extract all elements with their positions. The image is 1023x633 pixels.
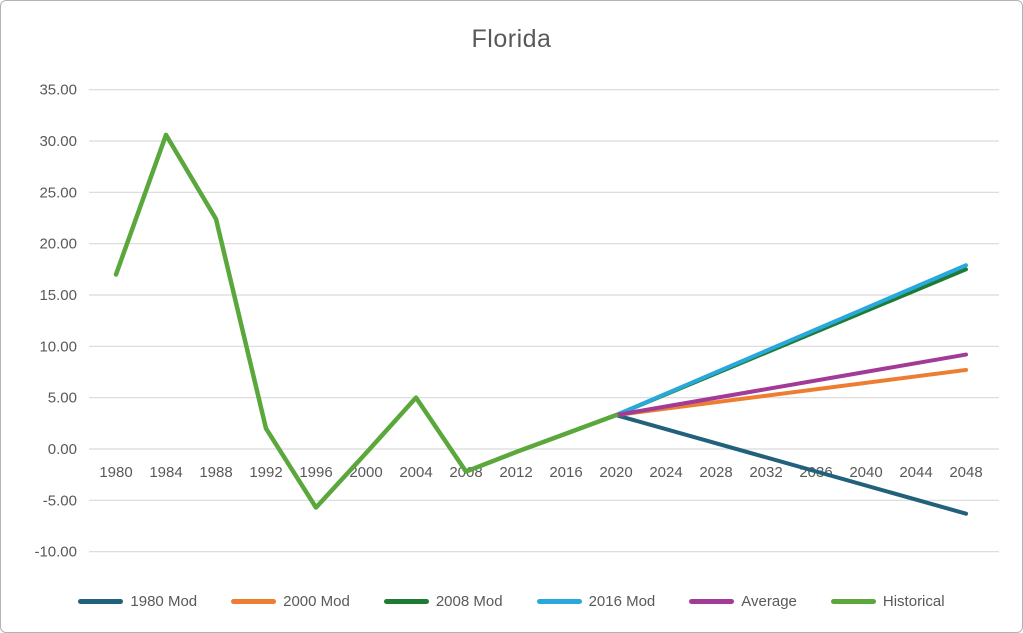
x-tick-label: 2012 bbox=[499, 464, 532, 481]
x-tick-label: 2016 bbox=[549, 464, 582, 481]
legend-label: 2008 Mod bbox=[435, 593, 503, 610]
legend-swatch-icon bbox=[689, 599, 735, 604]
legend-label: 1980 Mod bbox=[130, 593, 198, 610]
x-tick-label: 2040 bbox=[849, 464, 882, 481]
x-tick-label: 2032 bbox=[749, 464, 782, 481]
legend-swatch-icon bbox=[78, 599, 124, 604]
x-tick-label: 1996 bbox=[299, 464, 332, 481]
legend-item-1980-mod[interactable]: 1980 Mod bbox=[78, 593, 197, 610]
legend-swatch-icon bbox=[231, 599, 277, 604]
legend-label: Average bbox=[741, 593, 797, 610]
x-tick-label: 2044 bbox=[899, 464, 932, 481]
legend-label: 2016 Mod bbox=[588, 593, 656, 610]
legend: 1980 Mod 2000 Mod 2008 Mod 2016 Mod Average H… bbox=[1, 593, 1022, 610]
legend-item-historical[interactable]: Historical bbox=[830, 593, 945, 610]
chart-title: Florida bbox=[471, 25, 552, 53]
legend-swatch-icon bbox=[536, 599, 582, 604]
x-tick-label: 1988 bbox=[199, 464, 232, 481]
x-tick-label: 2004 bbox=[399, 464, 432, 481]
y-tick-label: 25.00 bbox=[39, 184, 77, 201]
series-line-1980-mod bbox=[614, 413, 968, 516]
y-tick-label: 20.00 bbox=[39, 236, 77, 253]
legend-label: Historical bbox=[882, 593, 945, 610]
x-tick-label: 1984 bbox=[149, 464, 182, 481]
y-tick-label: 10.00 bbox=[39, 338, 77, 355]
y-tick-label: 35.00 bbox=[39, 82, 77, 99]
y-tick-label: 15.00 bbox=[39, 287, 77, 304]
legend-item-average[interactable]: Average bbox=[689, 593, 797, 610]
x-tick-label: 1980 bbox=[99, 464, 132, 481]
y-tick-label: 5.00 bbox=[48, 390, 77, 407]
y-tick-label: 0.00 bbox=[48, 441, 77, 458]
y-tick-label: -5.00 bbox=[43, 492, 77, 509]
legend-label: 2000 Mod bbox=[283, 593, 350, 610]
x-tick-label: 2000 bbox=[349, 464, 382, 481]
series-line-historical bbox=[113, 132, 619, 510]
x-tick-label: 2048 bbox=[949, 464, 982, 481]
series-line-2000-mod bbox=[614, 367, 968, 418]
x-tick-label: 2028 bbox=[699, 464, 732, 481]
legend-item-2008-mod[interactable]: 2008 Mod bbox=[383, 593, 503, 610]
legend-swatch-icon bbox=[383, 599, 429, 604]
series-line-average bbox=[614, 352, 968, 418]
legend-swatch-icon bbox=[830, 599, 876, 604]
x-tick-label: 2020 bbox=[599, 464, 632, 481]
series-line-2016-mod bbox=[614, 263, 968, 418]
x-tick-label: 2024 bbox=[649, 464, 682, 481]
legend-item-2016-mod[interactable]: 2016 Mod bbox=[536, 593, 656, 610]
x-tick-label: 1992 bbox=[249, 464, 282, 481]
legend-item-2000-mod[interactable]: 2000 Mod bbox=[231, 593, 350, 610]
y-tick-label: -10.00 bbox=[34, 544, 77, 561]
y-tick-label: 30.00 bbox=[39, 133, 77, 150]
